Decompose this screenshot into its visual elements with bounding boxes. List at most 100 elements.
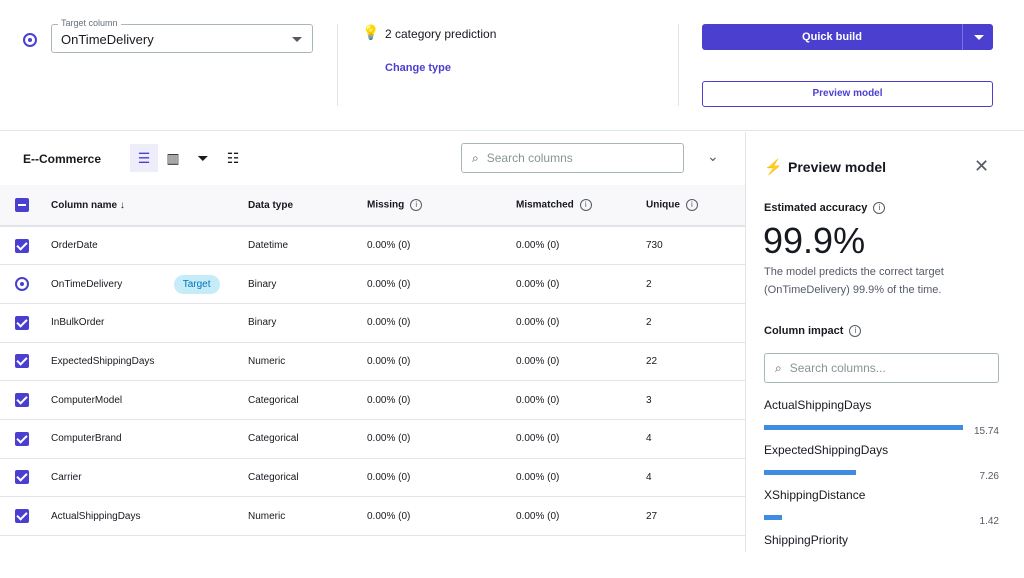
mismatched: 0.00% (0) [516,380,646,420]
preview-model-panel: ⚡ Preview model ✕ Estimated accuracy i 99… [745,132,1024,552]
mismatched: 0.00% (0) [516,264,646,304]
unique: 3 [646,380,745,420]
unique: 4 [646,419,745,459]
impact-bar [764,425,963,430]
header-missing: Missing [367,199,405,211]
sparkle-icon: ⚡ [764,159,783,176]
accuracy-value: 99.9% [763,220,866,261]
header-mismatched: Mismatched [516,199,574,211]
impact-column-name: ExpectedShippingDays [764,443,889,457]
data-type: Categorical [248,380,367,420]
divider [337,24,338,106]
impact-label: Column impact i [764,325,862,338]
info-icon[interactable]: i [410,199,423,211]
change-type-link[interactable]: Change type [385,62,452,74]
data-type: Numeric [248,342,367,382]
list-view-icon[interactable]: ☰ [130,144,158,172]
search-columns-input[interactable]: ⌕ Search columns [461,143,684,173]
build-options-dropdown[interactable] [962,24,993,50]
unique: 27 [646,496,745,536]
missing: 0.00% (0) [367,380,516,420]
impact-bar [764,515,782,520]
data-type: Binary [248,264,367,304]
preview-model-button[interactable]: Preview model [702,81,993,107]
row-checkbox[interactable] [15,470,29,485]
lightbulb-icon: 💡 [362,24,380,40]
accuracy-label: Estimated accuracy i [764,202,886,215]
column-name: ActualShippingDays [51,510,141,522]
close-icon[interactable]: ✕ [974,156,990,176]
row-checkbox[interactable] [15,393,29,408]
data-type: Datetime [248,226,367,266]
impact-bar [764,470,856,475]
search-icon: ⌕ [472,150,479,165]
target-column-select[interactable]: OnTimeDelivery [51,24,313,53]
impact-search-input[interactable]: ⌕ Search columns... [764,353,999,383]
table-row[interactable]: ActualShippingDays Numeric 0.00% (0) 0.0… [0,496,745,536]
data-type: Categorical [248,458,367,498]
impact-item: XShippingDistance 1.42 [764,488,999,533]
info-icon[interactable]: i [849,325,862,338]
table-row[interactable]: ComputerBrand Categorical 0.00% (0) 0.00… [0,419,745,459]
impact-value: 1.42 [979,516,999,527]
column-name: ExpectedShippingDays [51,355,155,367]
column-name: ComputerBrand [51,433,122,445]
quick-build-button[interactable]: Quick build [702,24,993,50]
impact-search-placeholder: Search columns... [789,361,886,375]
table-row[interactable]: OnTimeDelivery Target Binary 0.00% (0) 0.… [0,264,745,304]
row-checkbox[interactable] [15,431,29,446]
collapse-icon[interactable]: ⌄ [707,148,719,164]
table-row[interactable]: Carrier Categorical 0.00% (0) 0.00% (0) … [0,458,745,498]
table-row[interactable]: OrderDate Datetime 0.00% (0) 0.00% (0) 7… [0,226,745,266]
columns-table: Column name ↓ Data type Missing i Mismatc… [0,185,745,536]
column-name: Carrier [51,471,82,483]
quick-build-label: Quick build [802,31,862,43]
table-row[interactable]: ComputerModel Categorical 0.00% (0) 0.00… [0,380,745,420]
table-row[interactable]: ExpectedShippingDays Numeric 0.00% (0) 0… [0,342,745,382]
info-icon[interactable]: i [579,199,592,211]
unique: 2 [646,264,745,304]
info-icon[interactable]: i [685,199,698,211]
data-type: Binary [248,303,367,343]
header-column-name[interactable]: Column name [51,199,118,211]
search-placeholder: Search columns [486,151,573,165]
table-row[interactable]: InBulkOrder Binary 0.00% (0) 0.00% (0) 2 [0,303,745,343]
unique: 22 [646,342,745,382]
row-checkbox[interactable] [15,509,29,524]
divider [678,24,679,106]
sort-arrow-icon: ↓ [119,199,125,211]
column-name: ComputerModel [51,394,123,406]
data-type: Numeric [248,496,367,536]
missing: 0.00% (0) [367,342,516,382]
mismatched: 0.00% (0) [516,303,646,343]
filter-icon[interactable]: ⏷ [197,149,209,166]
unique: 2 [646,303,745,343]
impact-column-name: ActualShippingDays [764,398,872,412]
impact-column-name: XShippingDistance [764,488,866,502]
panel-title: Preview model [788,159,887,175]
row-checkbox[interactable] [15,238,29,253]
data-type: Categorical [248,419,367,459]
caret-down-icon [292,37,302,42]
row-checkbox[interactable] [15,315,29,330]
ordered-list-icon[interactable]: ☷ [226,149,240,166]
target-icon [15,277,29,292]
accuracy-label-text: Estimated accuracy [764,202,868,214]
info-icon[interactable]: i [873,202,886,215]
dataset-name: E--Commerce [23,152,102,166]
impact-value: 7.26 [979,471,999,482]
grid-view-icon[interactable]: ▥ [166,149,180,166]
unique: 4 [646,458,745,498]
missing: 0.00% (0) [367,303,516,343]
impact-list: ActualShippingDays 15.74 ExpectedShipping… [764,398,999,578]
row-checkbox[interactable] [15,354,29,369]
column-name: OnTimeDelivery [51,278,123,290]
impact-column-name: ShippingPriority [764,533,849,547]
target-column-label: Target column [58,18,121,28]
mismatched: 0.00% (0) [516,226,646,266]
missing: 0.00% (0) [367,264,516,304]
search-icon: ⌕ [775,360,782,375]
select-all-checkbox[interactable] [15,198,29,212]
missing: 0.00% (0) [367,496,516,536]
mismatched: 0.00% (0) [516,419,646,459]
